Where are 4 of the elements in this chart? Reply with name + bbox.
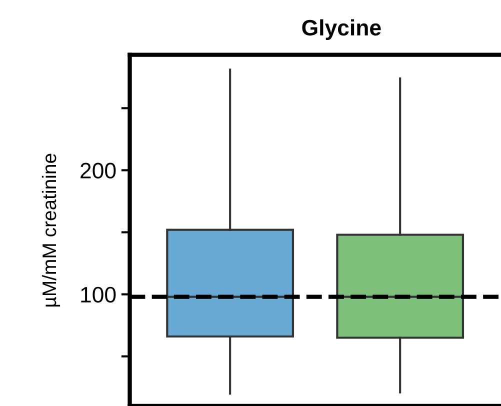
y-axis-title: µM/mM creatinine (42, 154, 60, 307)
y-tick-label: 100 (81, 286, 116, 303)
chart-title: Glycine (302, 19, 381, 40)
y-tick-label: 200 (80, 162, 116, 178)
